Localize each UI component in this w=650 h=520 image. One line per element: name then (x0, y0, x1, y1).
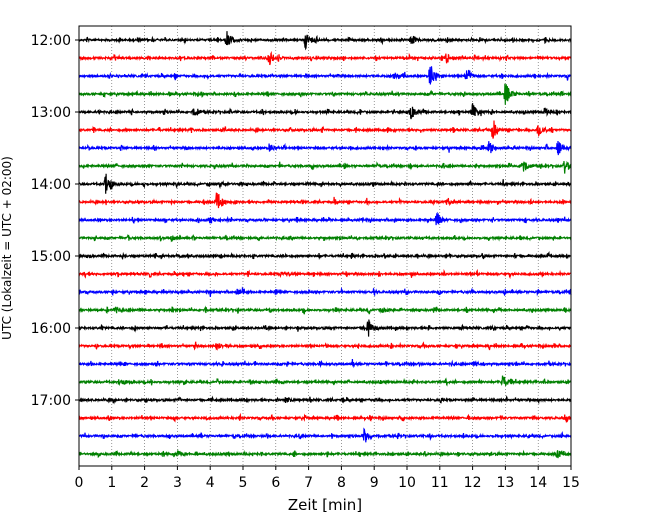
trace-15:30 (78, 286, 572, 297)
x-tick-label: 14 (529, 475, 547, 491)
x-tick-label: 1 (107, 475, 116, 491)
x-tick-label: 4 (206, 475, 215, 491)
x-tick-label: 9 (370, 475, 379, 491)
x-tick-label: 5 (239, 475, 248, 491)
x-axis-ticks: 0 1 2 3 4 5 6 7 8 9 10 11 12 13 14 15 (75, 466, 580, 491)
trace-17:30 (78, 427, 572, 443)
trace-15:45 (78, 305, 572, 315)
trace-14:15 (78, 192, 572, 209)
trace-12:00 (78, 31, 572, 51)
x-tick-label: 8 (337, 475, 346, 491)
x-tick-label: 10 (398, 475, 416, 491)
y-tick-label: 15:00 (31, 249, 71, 265)
trace-13:15 (78, 120, 572, 139)
trace-14:45 (78, 233, 572, 243)
seismic-traces (78, 31, 572, 459)
y-axis-label: UTC (Lokalzeit = UTC + 02:00) (0, 156, 14, 340)
x-tick-label: 3 (173, 475, 182, 491)
trace-17:15 (78, 412, 572, 423)
x-axis-label: Zeit [min] (288, 496, 362, 514)
y-tick-label: 14:00 (31, 177, 71, 193)
y-axis-ticks: 12:00 13:00 14:00 15:00 16:00 17:00 (31, 33, 79, 409)
trace-12:45 (78, 83, 572, 105)
x-tick-label: 11 (431, 475, 449, 491)
x-tick-label: 12 (464, 475, 482, 491)
x-tick-label: 7 (304, 475, 313, 491)
trace-12:15 (78, 50, 572, 66)
x-tick-label: 15 (562, 475, 580, 491)
x-tick-label: 6 (271, 475, 280, 491)
y-tick-label: 16:00 (31, 321, 71, 337)
trace-15:00 (78, 250, 572, 260)
trace-16:00 (78, 319, 572, 337)
trace-16:30 (78, 358, 572, 369)
y-tick-label: 17:00 (31, 393, 71, 409)
trace-17:00 (78, 395, 572, 405)
y-tick-label: 12:00 (31, 33, 71, 49)
trace-13:30 (78, 140, 572, 156)
y-tick-label: 13:00 (31, 105, 71, 121)
x-tick-label: 0 (75, 475, 84, 491)
trace-13:45 (78, 160, 572, 174)
trace-16:45 (78, 375, 572, 387)
trace-16:15 (78, 341, 572, 351)
plot-frame (78, 25, 572, 467)
trace-14:30 (78, 211, 572, 226)
trace-12:30 (78, 66, 572, 85)
x-tick-label: 13 (496, 475, 514, 491)
x-tick-label: 2 (140, 475, 149, 491)
trace-15:15 (78, 268, 571, 280)
vertical-grid (111, 26, 539, 466)
trace-14:00 (78, 173, 572, 194)
trace-13:00 (78, 103, 572, 120)
trace-17:45 (78, 449, 572, 459)
